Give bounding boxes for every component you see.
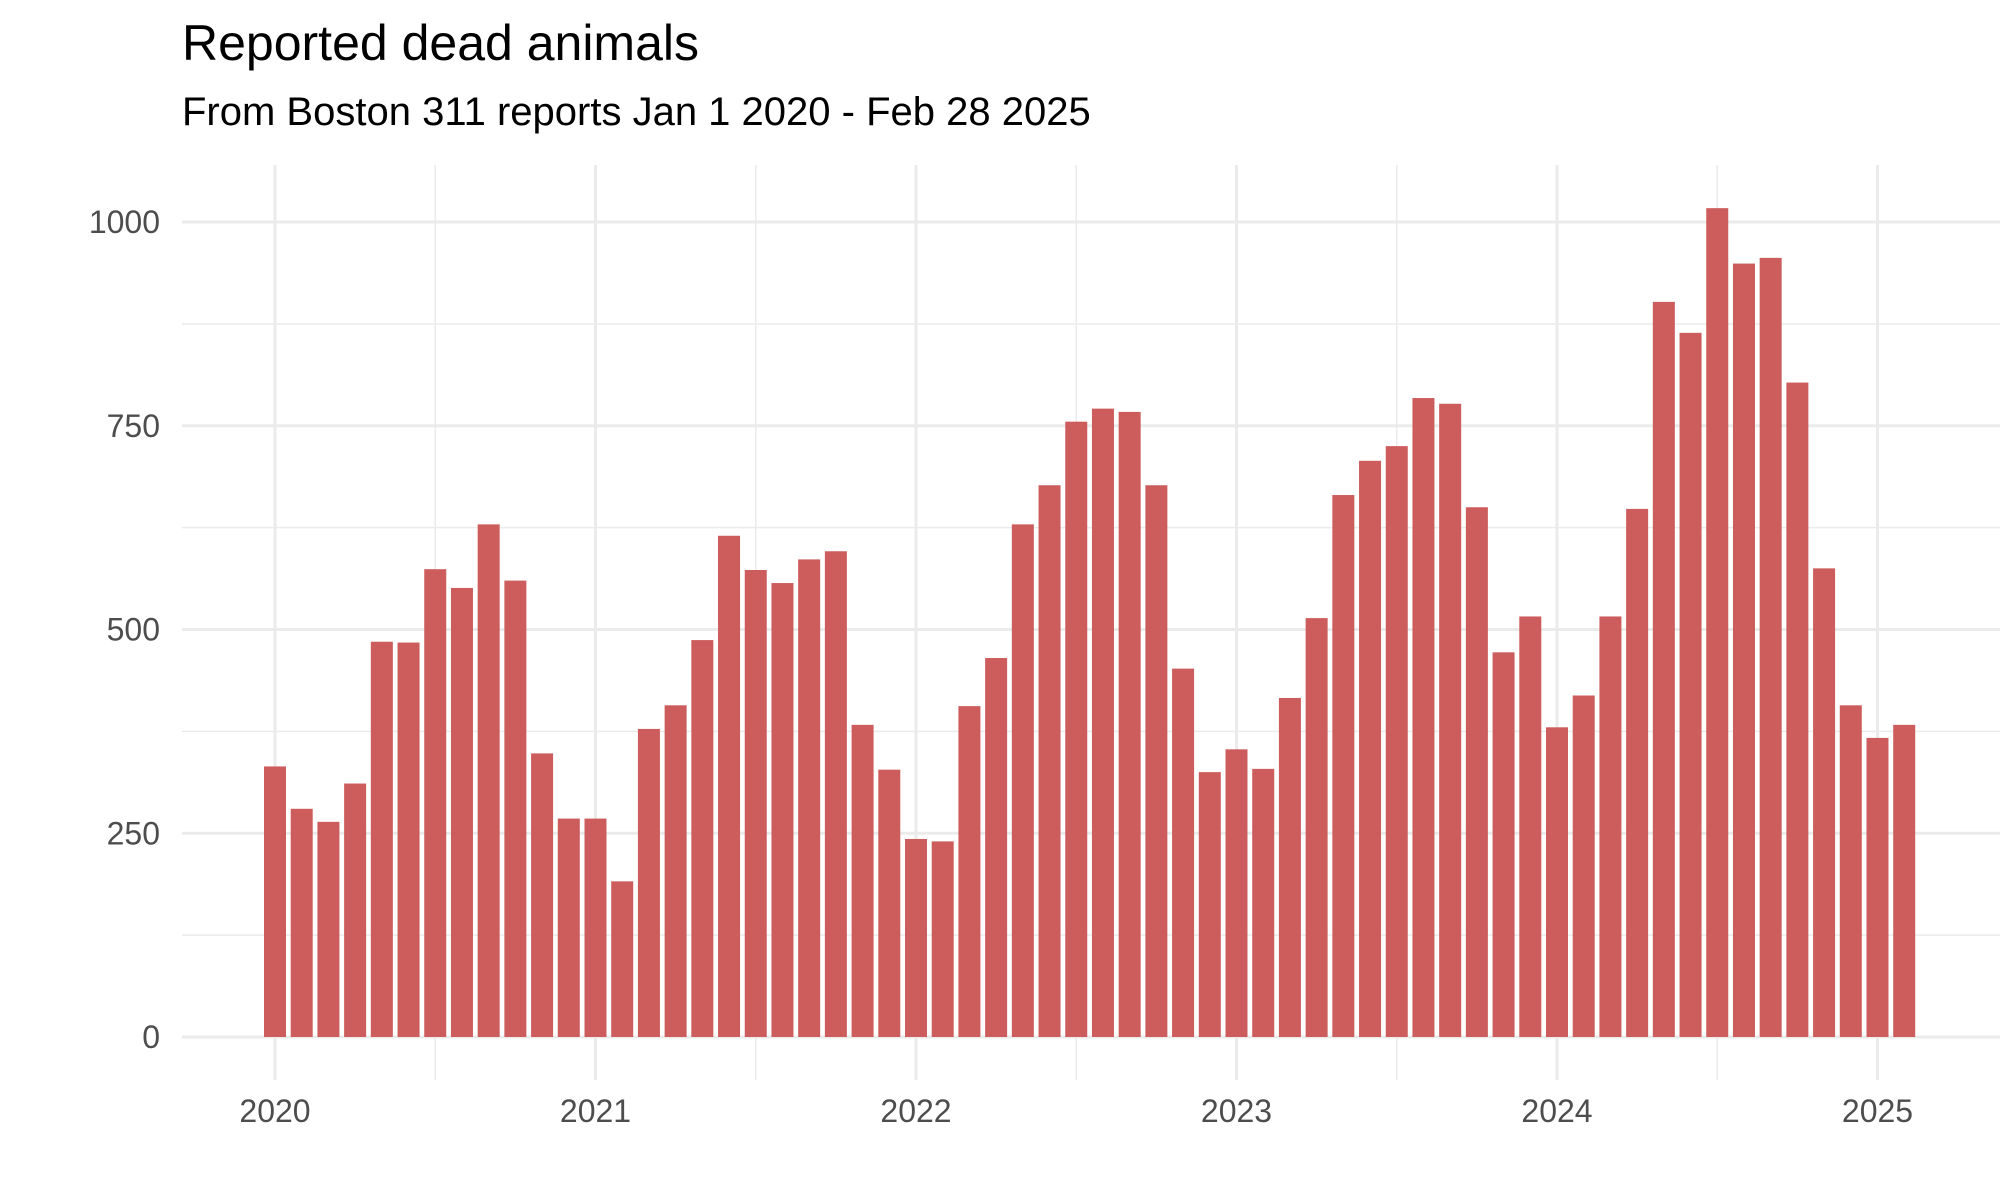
bar-2021-03 bbox=[637, 728, 660, 1037]
x-tick-label: 2025 bbox=[1842, 1093, 1913, 1129]
bar-2022-08 bbox=[1091, 408, 1114, 1037]
y-tick-label: 750 bbox=[107, 408, 160, 444]
bar-2025-01 bbox=[1866, 737, 1889, 1037]
bar-2024-03 bbox=[1599, 616, 1622, 1037]
x-tick-label: 2024 bbox=[1521, 1093, 1592, 1129]
bar-2024-07 bbox=[1706, 208, 1729, 1037]
bar-2021-10 bbox=[824, 551, 847, 1037]
bar-2022-09 bbox=[1118, 411, 1141, 1037]
bar-2021-01 bbox=[584, 818, 607, 1037]
bar-2021-07 bbox=[744, 570, 767, 1037]
bar-2020-08 bbox=[450, 587, 473, 1037]
bar-2024-09 bbox=[1759, 257, 1782, 1037]
bar-2023-07 bbox=[1385, 446, 1408, 1037]
bar-2021-05 bbox=[691, 640, 714, 1037]
bar-2024-11 bbox=[1813, 568, 1836, 1037]
bar-2024-08 bbox=[1732, 263, 1755, 1037]
bar-2020-01 bbox=[264, 766, 286, 1037]
bar-2023-11 bbox=[1492, 652, 1515, 1037]
bar-2020-07 bbox=[424, 569, 447, 1037]
bar-2023-03 bbox=[1278, 697, 1301, 1037]
bar-2021-09 bbox=[798, 559, 821, 1037]
bar-2022-05 bbox=[1011, 524, 1034, 1037]
bar-2020-11 bbox=[531, 753, 554, 1037]
tick-labels: 0 250 500 750 1000 2020 2021 2022 2023 2024 2025 bbox=[89, 204, 1913, 1129]
bar-2024-01 bbox=[1546, 727, 1568, 1037]
bar-2022-11 bbox=[1172, 668, 1195, 1037]
x-tick-label: 2023 bbox=[1201, 1093, 1272, 1129]
bar-2023-01 bbox=[1225, 749, 1248, 1037]
bar-2020-10 bbox=[504, 580, 527, 1037]
x-tick-label: 2021 bbox=[560, 1093, 631, 1129]
bars bbox=[264, 208, 1916, 1038]
bar-2023-08 bbox=[1412, 398, 1435, 1037]
bar-2022-12 bbox=[1198, 772, 1221, 1037]
bar-2021-04 bbox=[664, 705, 687, 1037]
bar-2023-10 bbox=[1465, 507, 1488, 1037]
x-tick-label: 2020 bbox=[239, 1093, 310, 1129]
y-tick-label: 1000 bbox=[89, 204, 160, 240]
y-tick-label: 250 bbox=[107, 815, 160, 851]
bar-2022-07 bbox=[1065, 421, 1088, 1037]
chart-title: Reported dead animals bbox=[182, 15, 699, 71]
bar-2022-10 bbox=[1145, 485, 1168, 1037]
bar-2020-03 bbox=[317, 821, 340, 1037]
bar-2021-11 bbox=[851, 724, 874, 1037]
y-tick-label: 0 bbox=[142, 1019, 160, 1055]
bar-2021-06 bbox=[718, 535, 741, 1037]
chart-subtitle: From Boston 311 reports Jan 1 2020 - Feb… bbox=[182, 90, 1091, 134]
bar-2020-12 bbox=[557, 818, 580, 1037]
x-tick-label: 2022 bbox=[880, 1093, 951, 1129]
bar-2022-03 bbox=[958, 706, 981, 1037]
bar-2020-06 bbox=[397, 642, 420, 1037]
bar-2022-06 bbox=[1038, 485, 1061, 1037]
bar-2024-10 bbox=[1786, 382, 1809, 1037]
bar-2021-02 bbox=[611, 881, 634, 1037]
bar-2020-09 bbox=[477, 524, 500, 1037]
bar-2023-04 bbox=[1305, 618, 1328, 1037]
bar-2023-09 bbox=[1439, 403, 1462, 1037]
bar-2022-04 bbox=[985, 658, 1008, 1037]
bar-2023-06 bbox=[1359, 460, 1382, 1037]
bar-2020-05 bbox=[370, 641, 393, 1037]
bar-2024-02 bbox=[1572, 695, 1595, 1037]
bar-2025-02 bbox=[1893, 724, 1916, 1037]
bar-2023-02 bbox=[1252, 768, 1275, 1037]
bar-2021-08 bbox=[771, 583, 794, 1037]
bar-2023-12 bbox=[1519, 616, 1542, 1037]
bar-2020-02 bbox=[290, 808, 313, 1037]
bar-2024-04 bbox=[1626, 508, 1649, 1037]
bar-2021-12 bbox=[878, 769, 901, 1037]
bar-2022-02 bbox=[931, 841, 954, 1037]
bar-2024-05 bbox=[1652, 301, 1675, 1037]
bar-2022-01 bbox=[905, 838, 927, 1037]
bar-2020-04 bbox=[344, 783, 367, 1037]
bar-2024-06 bbox=[1679, 332, 1702, 1038]
y-tick-label: 500 bbox=[107, 612, 160, 648]
bar-2023-05 bbox=[1332, 495, 1355, 1037]
bar-2024-12 bbox=[1839, 705, 1862, 1037]
